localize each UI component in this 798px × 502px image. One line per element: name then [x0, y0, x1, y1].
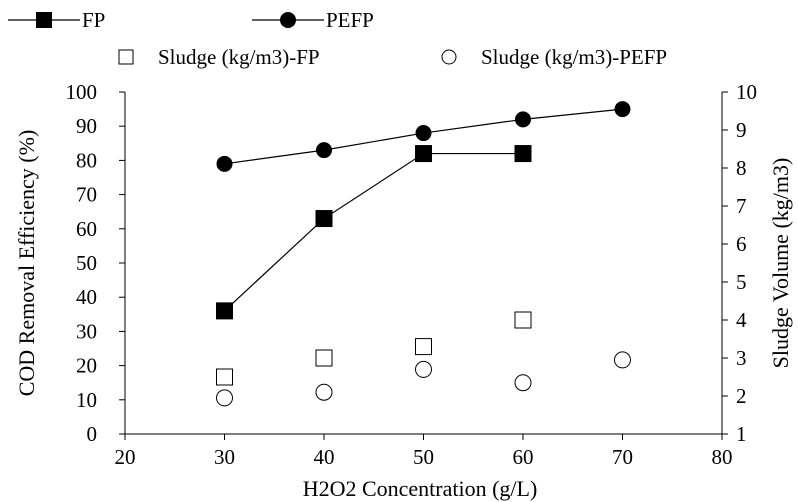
legend-label: PEFP: [326, 8, 374, 32]
legend-marker: [36, 12, 52, 28]
data-point: [515, 111, 531, 128]
y-tick-label: 50: [76, 251, 97, 275]
x-tick-label: 60: [513, 445, 534, 469]
data-point: [514, 311, 532, 329]
y2-tick-label: 8: [736, 156, 747, 180]
data-point: [216, 389, 233, 407]
y2-tick-label: 3: [736, 346, 747, 370]
y2-tick-label: 2: [736, 384, 747, 408]
y-axis-title: COD Removal Efficiency (%): [14, 130, 39, 397]
data-point: [315, 383, 333, 401]
legend-label: FP: [82, 8, 105, 32]
y2-tick-label: 10: [736, 80, 757, 104]
data-point: [216, 302, 233, 320]
data-point: [514, 145, 532, 163]
y2-tick-label: 5: [736, 270, 747, 294]
y2-tick-label: 6: [736, 232, 747, 256]
data-point: [614, 101, 631, 118]
series-3: [216, 351, 631, 407]
data-point: [415, 360, 432, 378]
y-tick-label: 20: [76, 354, 97, 378]
y2-axis-title: Sludge Volume (kg/m3): [768, 158, 793, 369]
y-tick-label: 90: [76, 114, 97, 138]
legend-item: Sludge (kg/m3)-PEFP: [441, 45, 667, 69]
x-tick-label: 80: [712, 445, 733, 469]
data-point: [514, 374, 532, 392]
x-axis-title: H2O2 Concentration (g/L): [303, 476, 538, 501]
legend-item: Sludge (kg/m3)-FP: [118, 45, 320, 69]
y-tick-label: 60: [76, 217, 97, 241]
x-tick-label: 70: [612, 445, 633, 469]
y-tick-label: 30: [76, 319, 97, 343]
data-point: [415, 125, 432, 142]
data-point: [216, 155, 233, 172]
data-point: [614, 351, 631, 369]
data-point: [415, 338, 432, 356]
y-tick-label: 10: [76, 388, 97, 412]
data-point: [315, 210, 333, 228]
series-1: [216, 101, 631, 172]
y-tick-label: 80: [76, 148, 97, 172]
data-point: [216, 368, 233, 386]
series-0: [216, 145, 532, 320]
y2-tick-label: 9: [736, 118, 747, 142]
y-tick-label: 100: [66, 80, 98, 104]
y-tick-label: 40: [76, 285, 97, 309]
x-tick-label: 40: [314, 445, 335, 469]
legend-marker: [118, 49, 134, 65]
legend-marker: [441, 49, 457, 65]
legend-item: PEFP: [252, 8, 374, 32]
legend-item: FP: [8, 8, 105, 32]
legend-marker: [280, 12, 296, 28]
y2-tick-label: 7: [736, 194, 747, 218]
y-tick-label: 70: [76, 183, 97, 207]
x-tick-label: 30: [214, 445, 235, 469]
y2-tick-label: 4: [736, 308, 747, 332]
y2-tick-label: 1: [736, 422, 747, 446]
data-point: [316, 142, 332, 159]
series-2: [216, 311, 532, 386]
series-layer: [216, 101, 631, 407]
y-tick-label: 0: [87, 422, 98, 446]
x-tick-label: 20: [115, 445, 136, 469]
data-point: [415, 145, 432, 163]
data-point: [315, 349, 333, 367]
series-line: [224, 152, 523, 312]
legend-label: Sludge (kg/m3)-FP: [158, 45, 320, 69]
axes: 20 30 40 50 60 70 80 0 10 20 30 40 50 60 70 80 90 100 1 2 3 4…: [66, 80, 758, 469]
x-tick-label: 50: [413, 445, 434, 469]
legend-label: Sludge (kg/m3)-PEFP: [481, 45, 667, 69]
